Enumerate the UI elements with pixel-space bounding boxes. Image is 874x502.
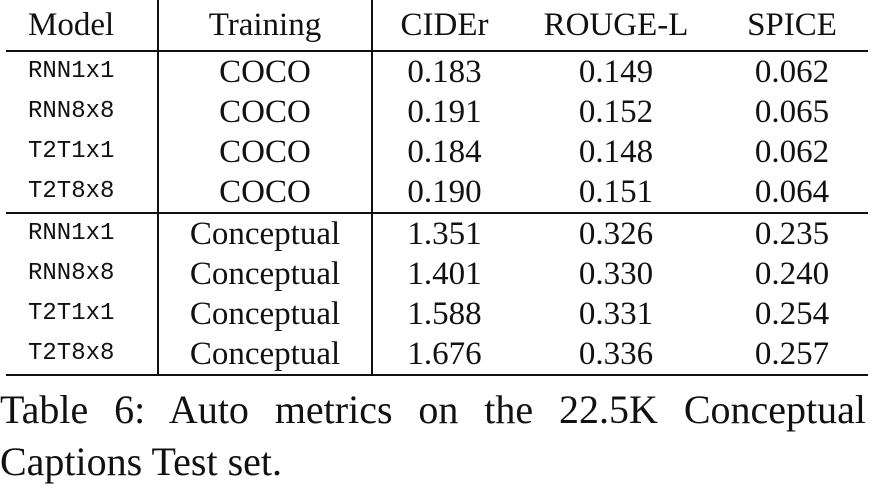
cell-model: RNN1x1 (6, 51, 159, 92)
cell-cider: 1.676 (372, 334, 516, 376)
cell-cider: 1.351 (372, 212, 516, 254)
cell-spice: 0.065 (754, 94, 830, 130)
cell-rouge-l: 0.330 (578, 256, 654, 292)
cell-training: COCO (158, 132, 373, 172)
cell-rouge-l: 0.326 (516, 212, 716, 254)
cell-training: Conceptual (158, 254, 373, 294)
cell-training: COCO (158, 172, 373, 213)
cell-training: COCO (158, 92, 373, 132)
cell-training: Conceptual (158, 334, 373, 376)
table-caption: Table 6: Auto metrics on the 22.5K Conce… (0, 384, 872, 488)
caption-line-2: Captions Test set. (0, 439, 283, 484)
table-row: T2T8x8 COCO 0.190 0.151 0.064 (6, 172, 868, 213)
table-row: T2T8x8 Conceptual 1.676 0.336 0.257 (6, 334, 868, 376)
cell-spice: 0.062 (754, 134, 830, 170)
cell-rouge-l: 0.148 (578, 134, 654, 170)
header-spice: SPICE (716, 0, 868, 52)
table-row: T2T1x1 Conceptual 1.588 0.331 0.254 (6, 294, 868, 334)
table-row: T2T1x1 COCO 0.184 0.148 0.062 (6, 132, 868, 172)
header-rouge-l: ROUGE-L (516, 0, 716, 52)
header-model: Model (6, 0, 159, 52)
cell-spice: 0.235 (716, 212, 868, 254)
cell-spice: 0.254 (754, 296, 830, 332)
header-cider: CIDEr (372, 0, 516, 52)
cell-rouge-l: 0.336 (516, 334, 716, 376)
cell-training: Conceptual (158, 294, 373, 334)
cell-model: RNN8x8 (6, 92, 159, 132)
results-table: Model Training CIDEr ROUGE-L SPICE RNN1x… (6, 0, 868, 376)
table-row: RNN8x8 Conceptual 1.401 0.330 0.240 (6, 254, 868, 294)
cell-cider: 0.183 (407, 54, 482, 90)
cell-rouge-l: 0.149 (578, 54, 654, 90)
cell-model: RNN1x1 (6, 212, 159, 254)
cell-spice: 0.062 (754, 54, 830, 90)
cell-cider: 0.190 (407, 174, 482, 210)
table-row: RNN1x1 COCO 0.183 0.149 0.062 (6, 51, 868, 92)
caption-line-1: Table 6: Auto metrics on the 22.5K Conce… (0, 387, 866, 432)
cell-model: T2T8x8 (6, 334, 159, 376)
cell-model: T2T1x1 (6, 294, 159, 334)
cell-spice: 0.240 (754, 256, 830, 292)
cell-training: Conceptual (158, 212, 373, 254)
table-header-row: Model Training CIDEr ROUGE-L SPICE (6, 0, 868, 52)
cell-model: T2T1x1 (6, 132, 159, 172)
cell-rouge-l: 0.152 (578, 94, 654, 130)
table-row: RNN8x8 COCO 0.191 0.152 0.065 (6, 92, 868, 132)
cell-spice: 0.064 (754, 174, 830, 210)
cell-cider: 0.191 (407, 94, 482, 130)
cell-cider: 1.588 (407, 296, 482, 332)
cell-spice: 0.257 (716, 334, 868, 376)
table-row: RNN1x1 Conceptual 1.351 0.326 0.235 (6, 212, 868, 254)
cell-cider: 0.184 (407, 134, 482, 170)
results-table-container: Model Training CIDEr ROUGE-L SPICE RNN1x… (6, 0, 868, 376)
cell-cider: 1.401 (407, 256, 482, 292)
cell-training: COCO (158, 51, 373, 92)
cell-model: T2T8x8 (6, 172, 159, 213)
cell-model: RNN8x8 (6, 254, 159, 294)
cell-rouge-l: 0.331 (578, 296, 654, 332)
header-training: Training (158, 0, 373, 52)
cell-rouge-l: 0.151 (578, 174, 654, 210)
